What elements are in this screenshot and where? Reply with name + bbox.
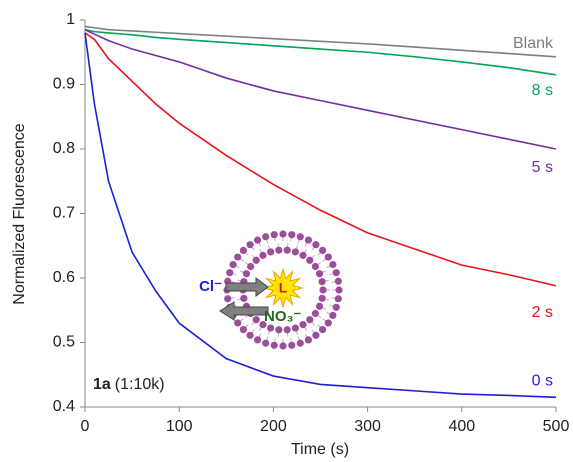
series-label: Blank [513, 35, 554, 52]
lipid-head [262, 233, 270, 241]
lipid-head [270, 231, 278, 239]
lipid-head [224, 295, 232, 303]
lipid-head [334, 295, 342, 303]
x-tick-label: 100 [166, 418, 193, 435]
lipid-head [283, 246, 291, 254]
lipid-head [291, 248, 299, 256]
lipid-head [291, 324, 299, 332]
x-tick-label: 200 [260, 418, 287, 435]
lipid-head [283, 326, 291, 334]
lipid-head [275, 246, 283, 254]
y-tick-label: 1 [66, 11, 75, 28]
lipid-head [311, 309, 319, 318]
series-line [84, 28, 557, 76]
lipid-head [304, 336, 313, 344]
lipid-head [270, 341, 278, 349]
series-label: 5 s [532, 159, 553, 176]
annotation-bold: 1a [93, 376, 111, 393]
y-tick-label: 0.5 [53, 334, 75, 351]
lipid-head [259, 251, 267, 259]
lipid-head [242, 270, 251, 278]
series-label: 0 s [532, 373, 553, 390]
lipid-head [229, 260, 237, 269]
lipid-head [304, 236, 313, 244]
lipid-head [311, 262, 319, 271]
ligand-label: L [279, 280, 288, 296]
lipid-head [324, 319, 332, 327]
series-label: 2 s [532, 304, 553, 321]
lipid-head [329, 260, 337, 269]
y-tick-label: 0.8 [53, 140, 75, 157]
lipid-head [253, 336, 262, 344]
lipid-head [296, 339, 304, 347]
lipid-head [312, 331, 320, 339]
y-axis-title: Normalized Fluorescence [11, 123, 28, 305]
series-line [84, 32, 557, 287]
lipid-head [299, 321, 307, 329]
lipid-head [275, 326, 283, 334]
x-tick-label: 500 [543, 418, 570, 435]
lipid-head [318, 246, 327, 255]
lipid-head [252, 316, 260, 324]
lipid-head [318, 294, 326, 302]
lipid-head [279, 230, 287, 238]
lipid-head [324, 253, 332, 261]
annotation: 1a (1:10k) [93, 376, 165, 393]
x-tick-label: 0 [81, 418, 90, 435]
y-tick-label: 0.9 [53, 76, 75, 93]
lipid-head [259, 321, 267, 329]
lipid-head [234, 319, 242, 327]
lipid-head [318, 325, 327, 334]
series-line [84, 25, 557, 58]
lipid-head [267, 248, 275, 256]
lipid-head [267, 324, 275, 332]
arrow-out [219, 301, 269, 321]
lipid-head [319, 286, 327, 294]
lipid-head [306, 316, 314, 324]
lipid-head [315, 270, 324, 278]
lipid-head [312, 241, 320, 249]
lipid-head [246, 241, 254, 249]
lipid-head [296, 233, 304, 241]
lipid-head [318, 278, 326, 286]
lipid-head [279, 342, 287, 350]
arrow-in [225, 277, 269, 297]
series-label: 8 s [532, 82, 553, 99]
lipid-head [253, 236, 262, 244]
lipid-head [288, 231, 296, 239]
x-axis-title: Time (s) [291, 441, 349, 458]
lipid-head [247, 262, 255, 271]
y-tick-label: 0.7 [53, 205, 75, 222]
lipid-head [234, 253, 242, 261]
lipid-head [239, 325, 248, 334]
y-tick-label: 0.4 [53, 398, 75, 415]
lipid-head [252, 256, 260, 264]
lipid-head [262, 339, 270, 347]
y-tick-label: 0.6 [53, 269, 75, 286]
lipid-head [240, 294, 248, 302]
x-tick-label: 400 [448, 418, 475, 435]
anion-out-label: NO₃⁻ [264, 308, 301, 325]
vesicle-inset: L Cl⁻ NO₃⁻ [199, 230, 343, 350]
lipid-head [334, 277, 342, 285]
lipid-head [306, 256, 314, 264]
lipid-head [239, 246, 248, 255]
lipid-head [315, 302, 324, 310]
lipid-head [335, 286, 343, 294]
x-tick-label: 300 [354, 418, 381, 435]
lipid-head [246, 331, 254, 339]
lipid-head [288, 341, 296, 349]
lipid-head [332, 303, 340, 311]
lipid-head [226, 269, 234, 277]
series-line [84, 28, 557, 150]
lipid-head [332, 269, 340, 277]
anion-in-label: Cl⁻ [199, 278, 222, 295]
lipid-head [329, 311, 337, 320]
series-line [84, 32, 557, 399]
lipid-head [299, 251, 307, 259]
annotation-text: (1:10k) [115, 376, 165, 393]
